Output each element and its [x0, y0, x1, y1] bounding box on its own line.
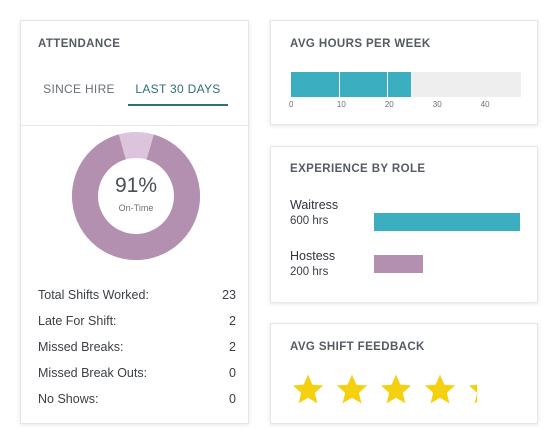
stat-late-for-shift: Late For Shift: 2: [38, 314, 236, 340]
avg-hours-title: AVG HOURS PER WEEK: [290, 38, 431, 50]
role-name-hostess: Hostess: [290, 249, 336, 263]
avg-shift-feedback-card: AVG SHIFT FEEDBACK: [270, 323, 538, 424]
on-time-percentage: 91%: [114, 174, 158, 197]
stat-label: Late For Shift:: [38, 314, 117, 328]
star-icon: [424, 374, 456, 404]
attendance-tabs: SINCE HIRE LAST 30 DAYS: [21, 82, 250, 126]
stat-value: 2: [229, 340, 236, 354]
donut-on-time-arc: [72, 132, 200, 260]
stat-total-shifts: Total Shifts Worked: 23: [38, 288, 236, 314]
hours-gridline: [386, 72, 388, 97]
star-rating: [291, 373, 481, 407]
stat-value: 23: [222, 288, 236, 302]
stat-no-shows: No Shows: 0: [38, 392, 236, 418]
hours-tick-label: 30: [432, 100, 442, 109]
tab-since-hire[interactable]: SINCE HIRE: [43, 82, 115, 96]
stat-missed-breaks: Missed Breaks: 2: [38, 340, 236, 366]
hours-tick-label: 40: [480, 100, 490, 109]
partial-star-icon: [468, 384, 478, 404]
hours-tick-label: 10: [336, 100, 346, 109]
on-time-label: On-Time: [118, 203, 154, 213]
hours-tick-label: 0: [289, 100, 294, 109]
stat-label: Missed Break Outs:: [38, 366, 148, 380]
stat-value: 0: [229, 366, 236, 380]
tabs-divider: [21, 125, 250, 126]
on-time-donut-chart: 91% On-Time: [72, 132, 200, 260]
attendance-stats: Total Shifts Worked: 23 Late For Shift: …: [38, 288, 236, 418]
attendance-card: ATTENDANCE SINCE HIRE LAST 30 DAYS 91% O…: [20, 20, 250, 424]
tab-last-30-days[interactable]: LAST 30 DAYS: [128, 82, 228, 106]
avg-hours-bar: [291, 72, 521, 97]
attendance-title: ATTENDANCE: [38, 38, 121, 50]
hours-gridline: [338, 72, 340, 97]
star-icon: [336, 374, 368, 404]
stat-value: 0: [229, 392, 236, 406]
stat-label: No Shows:: [38, 392, 99, 406]
stat-value: 2: [229, 314, 236, 328]
star-icon: [292, 374, 324, 404]
role-name-waitress: Waitress: [290, 198, 339, 212]
experience-by-role-card: EXPERIENCE BY ROLE Waitress 600 hrs Host…: [270, 146, 538, 303]
stat-label: Missed Breaks:: [38, 340, 124, 354]
star-icon: [380, 374, 412, 404]
role-hours-hostess: 200 hrs: [290, 266, 329, 278]
experience-title: EXPERIENCE BY ROLE: [290, 163, 426, 175]
role-bar-waitress: [374, 213, 520, 231]
role-hours-waitress: 600 hrs: [290, 215, 329, 227]
stat-label: Total Shifts Worked:: [38, 288, 149, 302]
hours-tick-label: 20: [384, 100, 394, 109]
stat-missed-break-outs: Missed Break Outs: 0: [38, 366, 236, 392]
avg-hours-fill: [291, 72, 411, 97]
role-bar-hostess: [374, 255, 423, 273]
feedback-title: AVG SHIFT FEEDBACK: [290, 341, 425, 353]
avg-hours-card: AVG HOURS PER WEEK 0 10 20 30 40: [270, 20, 538, 125]
